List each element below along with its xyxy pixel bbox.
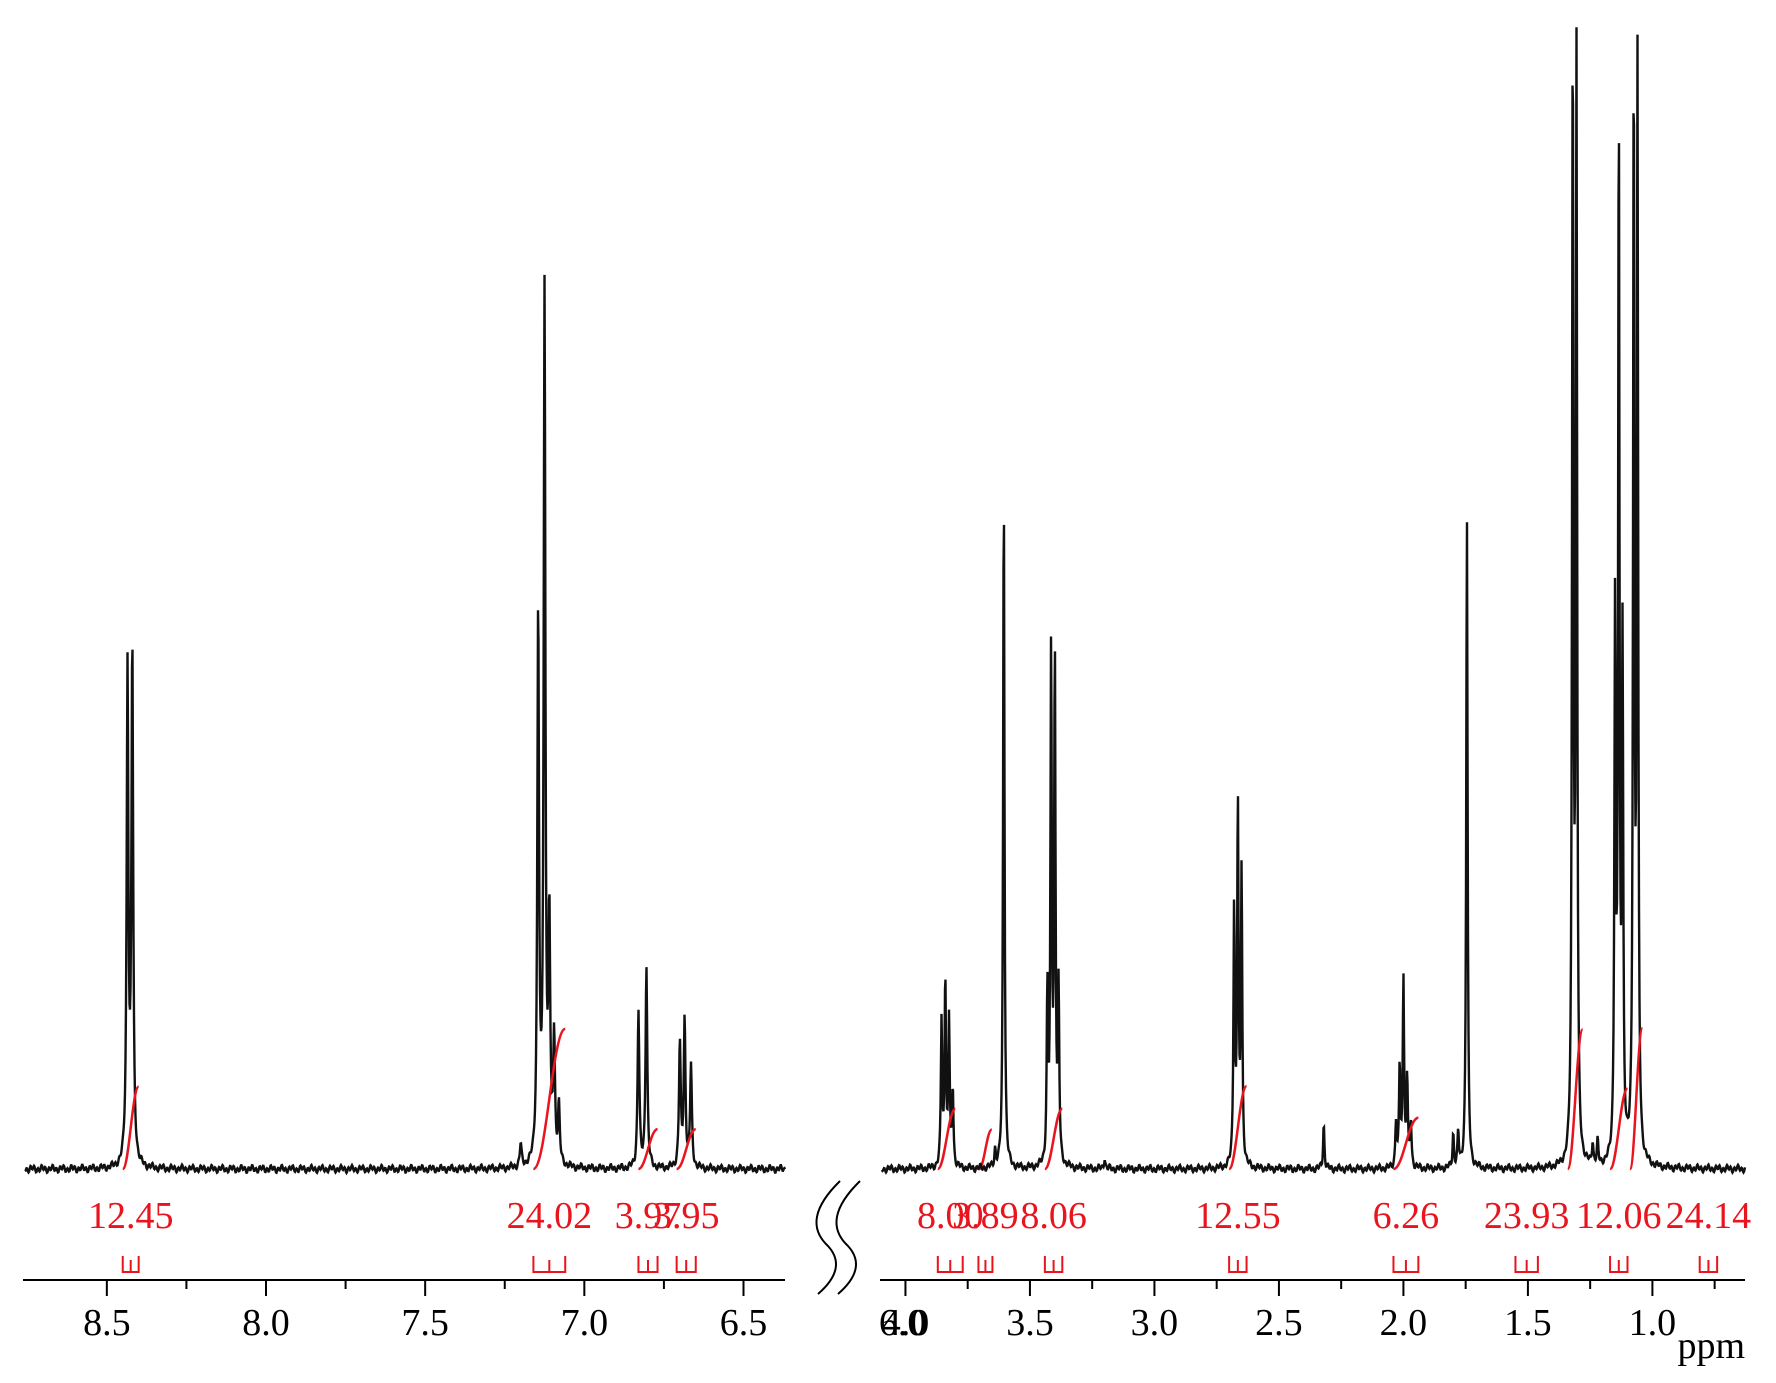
integral-value-label: 24.02 (507, 1195, 593, 1237)
integral-curve (936, 1107, 957, 1171)
integral-value-label: 8.00 (917, 1195, 984, 1237)
x-tick-label: 4.0 (882, 1302, 930, 1344)
integral-value-label: 8.06 (1020, 1195, 1087, 1237)
integral-value-label: 23.93 (1484, 1195, 1570, 1237)
integral-value-label: 3.89 (952, 1195, 1019, 1237)
x-tick-label: 6.5 (720, 1302, 768, 1344)
x-tick-label: 1.5 (1504, 1302, 1552, 1344)
integral-value-label: 24.14 (1666, 1195, 1752, 1237)
integral-curve (676, 1128, 697, 1171)
panel-left: 8.5 8.0 7.5 7.0 6.5 6.0 12.45 24.02 3.973.95 3.89 (23, 274, 1019, 1344)
x-tick-label: 2.5 (1255, 1302, 1303, 1344)
integral-value-label: 3.95 (653, 1195, 720, 1237)
integral-value-label: 12.55 (1195, 1195, 1281, 1237)
integral-curve (532, 1027, 567, 1171)
integral-curve (1608, 1087, 1629, 1171)
integral-curve (977, 1128, 994, 1171)
spectrum-trace-left (24, 274, 787, 1176)
x-axis-unit-label: ppm (1677, 1325, 1745, 1367)
spectrum-trace-right (880, 27, 1747, 1176)
axis-break-symbol (815, 1180, 861, 1295)
integral-curve (1392, 1116, 1419, 1171)
x-tick-label: 3.5 (1006, 1302, 1054, 1344)
integral-curve (1566, 1028, 1584, 1171)
integral-value-label: 12.06 (1576, 1195, 1662, 1237)
integral-curve (1227, 1085, 1248, 1171)
panel-right: 4.0 3.5 3.0 2.5 2.0 1.5 1.0 8.00 8.06 12.55 6.26 23… (880, 27, 1751, 1344)
integral-curve (1628, 1027, 1644, 1171)
integral-curve (121, 1085, 140, 1171)
integral-value-label: 3.97 (615, 1195, 682, 1237)
integral-curve (1043, 1107, 1064, 1171)
integral-curve (637, 1127, 659, 1171)
x-tick-label: 6.0 (879, 1302, 927, 1344)
x-tick-label: 1.0 (1629, 1302, 1677, 1344)
x-tick-label: 2.0 (1380, 1302, 1428, 1344)
x-tick-label: 8.5 (83, 1302, 131, 1344)
integral-value-label: 6.26 (1373, 1195, 1440, 1237)
integral-value-label: 12.45 (88, 1195, 174, 1237)
x-tick-label: 7.0 (561, 1302, 609, 1344)
x-tick-label: 3.0 (1131, 1302, 1179, 1344)
x-tick-label: 8.0 (242, 1302, 290, 1344)
x-tick-label: 7.5 (401, 1302, 449, 1344)
